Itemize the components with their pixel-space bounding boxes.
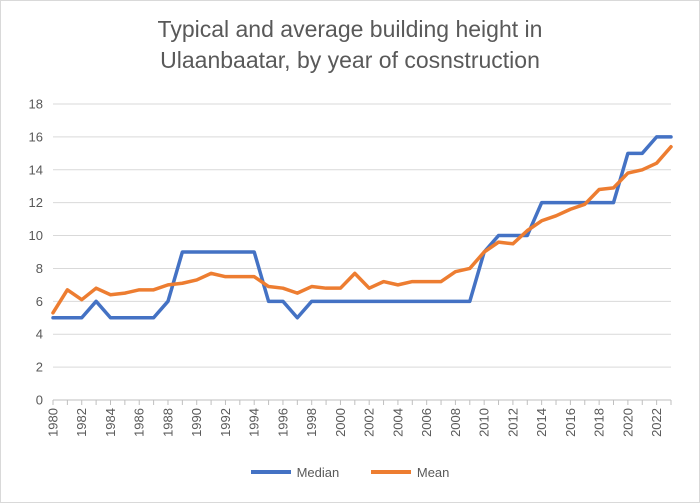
y-tick-label: 2 (36, 360, 43, 375)
x-tick-label: 1984 (103, 408, 118, 437)
y-tick-label: 8 (36, 261, 43, 276)
legend-item-mean: Mean (370, 464, 450, 480)
y-tick-label: 16 (29, 129, 43, 144)
legend-swatch-mean (370, 470, 411, 474)
x-tick-label: 2002 (362, 408, 377, 437)
x-tick-label: 2008 (448, 408, 463, 437)
x-tick-label: 1998 (304, 408, 319, 437)
x-tick-label: 2014 (534, 408, 549, 437)
x-tick-label: 1982 (74, 408, 89, 437)
legend-item-median: Median (250, 464, 340, 480)
x-tick-label: 2018 (592, 408, 607, 437)
chart-title: Typical and average building height in U… (0, 14, 700, 76)
x-tick-label: 2004 (390, 408, 405, 437)
series-line-median (51, 135, 673, 320)
x-tick-label: 2000 (333, 408, 348, 437)
x-tick-label: 1986 (132, 408, 147, 437)
x-tick-label: 2016 (563, 408, 578, 437)
y-tick-label: 18 (29, 97, 43, 112)
y-tick-label: 0 (36, 393, 43, 408)
x-tick-label: 1990 (189, 408, 204, 437)
y-tick-label: 4 (36, 327, 43, 342)
x-tick-label: 1988 (160, 408, 175, 437)
y-tick-label: 12 (29, 195, 43, 210)
x-tick-label: 1980 (46, 408, 61, 437)
x-tick-label: 1994 (247, 408, 262, 437)
chart-legend: Median Mean (0, 462, 700, 480)
x-tick-label: 2020 (620, 408, 635, 437)
x-tick-label: 1992 (218, 408, 233, 437)
y-tick-label: 10 (29, 228, 43, 243)
y-tick-label: 6 (36, 294, 43, 309)
legend-label-mean: Mean (416, 464, 450, 480)
x-tick-label: 2006 (419, 408, 434, 437)
chart-title-line-2: Ulaanbaatar, by year of cosnstruction (160, 47, 540, 73)
x-tick-label: 2022 (649, 408, 664, 437)
legend-swatch-median (250, 470, 291, 474)
x-tick-label: 1996 (275, 408, 290, 437)
legend-label-median: Median (296, 464, 340, 480)
chart-title-line-1: Typical and average building height in (157, 16, 543, 42)
x-tick-label: 2010 (477, 408, 492, 437)
y-tick-label: 14 (29, 162, 43, 177)
x-tick-label: 2012 (505, 408, 520, 437)
series-line-mean (51, 145, 673, 315)
